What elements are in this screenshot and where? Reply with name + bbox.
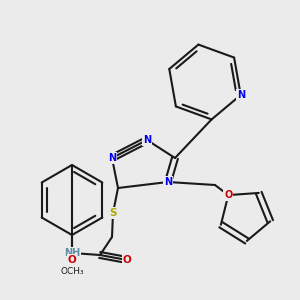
Text: N: N xyxy=(143,135,151,145)
Text: O: O xyxy=(123,255,131,265)
Text: N: N xyxy=(237,90,245,100)
Text: N: N xyxy=(108,153,116,163)
Text: NH: NH xyxy=(64,248,80,258)
Text: O: O xyxy=(68,255,76,265)
Text: N: N xyxy=(164,177,172,187)
Text: S: S xyxy=(109,208,117,218)
Text: OCH₃: OCH₃ xyxy=(60,268,84,277)
Text: O: O xyxy=(224,190,232,200)
